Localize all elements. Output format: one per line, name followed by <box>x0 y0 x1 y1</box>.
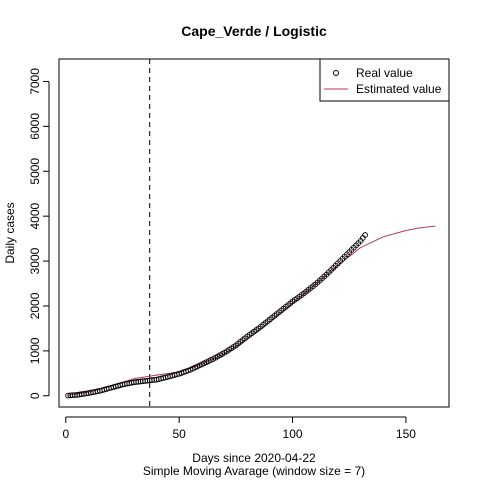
y-tick-label: 6000 <box>28 113 42 140</box>
x-tick-label: 0 <box>62 427 69 441</box>
x-tick-label: 150 <box>396 427 416 441</box>
x-tick-label: 50 <box>172 427 186 441</box>
legend: Real value Estimated value <box>320 59 449 101</box>
chart-title: Cape_Verde / Logistic <box>181 23 327 39</box>
y-tick-label: 3000 <box>28 247 42 274</box>
x-tick-label: 100 <box>283 427 303 441</box>
x-axis: 0 50 100 150 <box>62 417 416 441</box>
x-axis-label: Days since 2020-04-22 <box>192 451 316 465</box>
y-tick-label: 7000 <box>28 68 42 95</box>
y-axis: 0 1000 2000 3000 4000 5000 6000 7000 <box>28 68 49 399</box>
y-tick-label: 4000 <box>28 202 42 229</box>
y-tick-label: 5000 <box>28 158 42 185</box>
y-tick-label: 2000 <box>28 292 42 319</box>
series-real-points <box>66 233 368 398</box>
y-axis-label: Daily cases <box>3 202 17 263</box>
plot-frame <box>59 59 449 407</box>
legend-real-label: Real value <box>356 66 413 80</box>
x-axis-sublabel: Simple Moving Avarage (window size = 7) <box>143 464 365 478</box>
y-tick-label: 0 <box>28 392 42 399</box>
series-estimated-line <box>68 226 435 395</box>
y-tick-label: 1000 <box>28 337 42 364</box>
legend-estimated-label: Estimated value <box>356 82 442 96</box>
